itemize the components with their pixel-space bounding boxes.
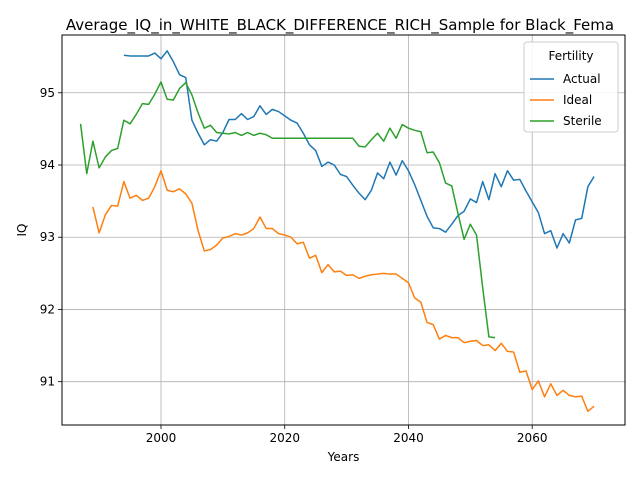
y-axis-ticks: 91 92 93 94 95 [40,86,62,389]
legend-label-actual: Actual [563,72,601,86]
x-tick-label: 2000 [146,431,177,445]
x-axis-ticks: 2000 2020 2040 2060 [146,425,548,445]
y-tick-label: 92 [40,302,55,316]
series-line-actual [123,50,595,249]
y-tick-label: 94 [40,158,55,172]
y-tick-label: 93 [40,230,55,244]
x-tick-label: 2060 [517,431,548,445]
y-tick-label: 95 [40,86,55,100]
series-lines [79,50,595,413]
x-axis-label: Years [327,450,360,464]
legend-label-ideal: Ideal [563,93,592,107]
chart-title: Average_IQ_in_WHITE_BLACK_DIFFERENCE_RIC… [66,16,614,35]
y-axis-label: IQ [15,224,29,237]
series-line-sterile [79,81,496,339]
plot-area-frame [61,34,626,426]
x-tick-label: 2040 [393,431,424,445]
legend-title: Fertility [548,49,593,63]
legend-box [523,41,619,133]
legend-items: Actual Ideal Sterile [530,72,602,128]
series-line-ideal [92,170,595,413]
x-tick-label: 2020 [269,431,300,445]
y-tick-label: 91 [40,375,55,389]
legend: Fertility Actual Ideal Sterile [523,41,619,133]
legend-label-sterile: Sterile [563,114,602,128]
